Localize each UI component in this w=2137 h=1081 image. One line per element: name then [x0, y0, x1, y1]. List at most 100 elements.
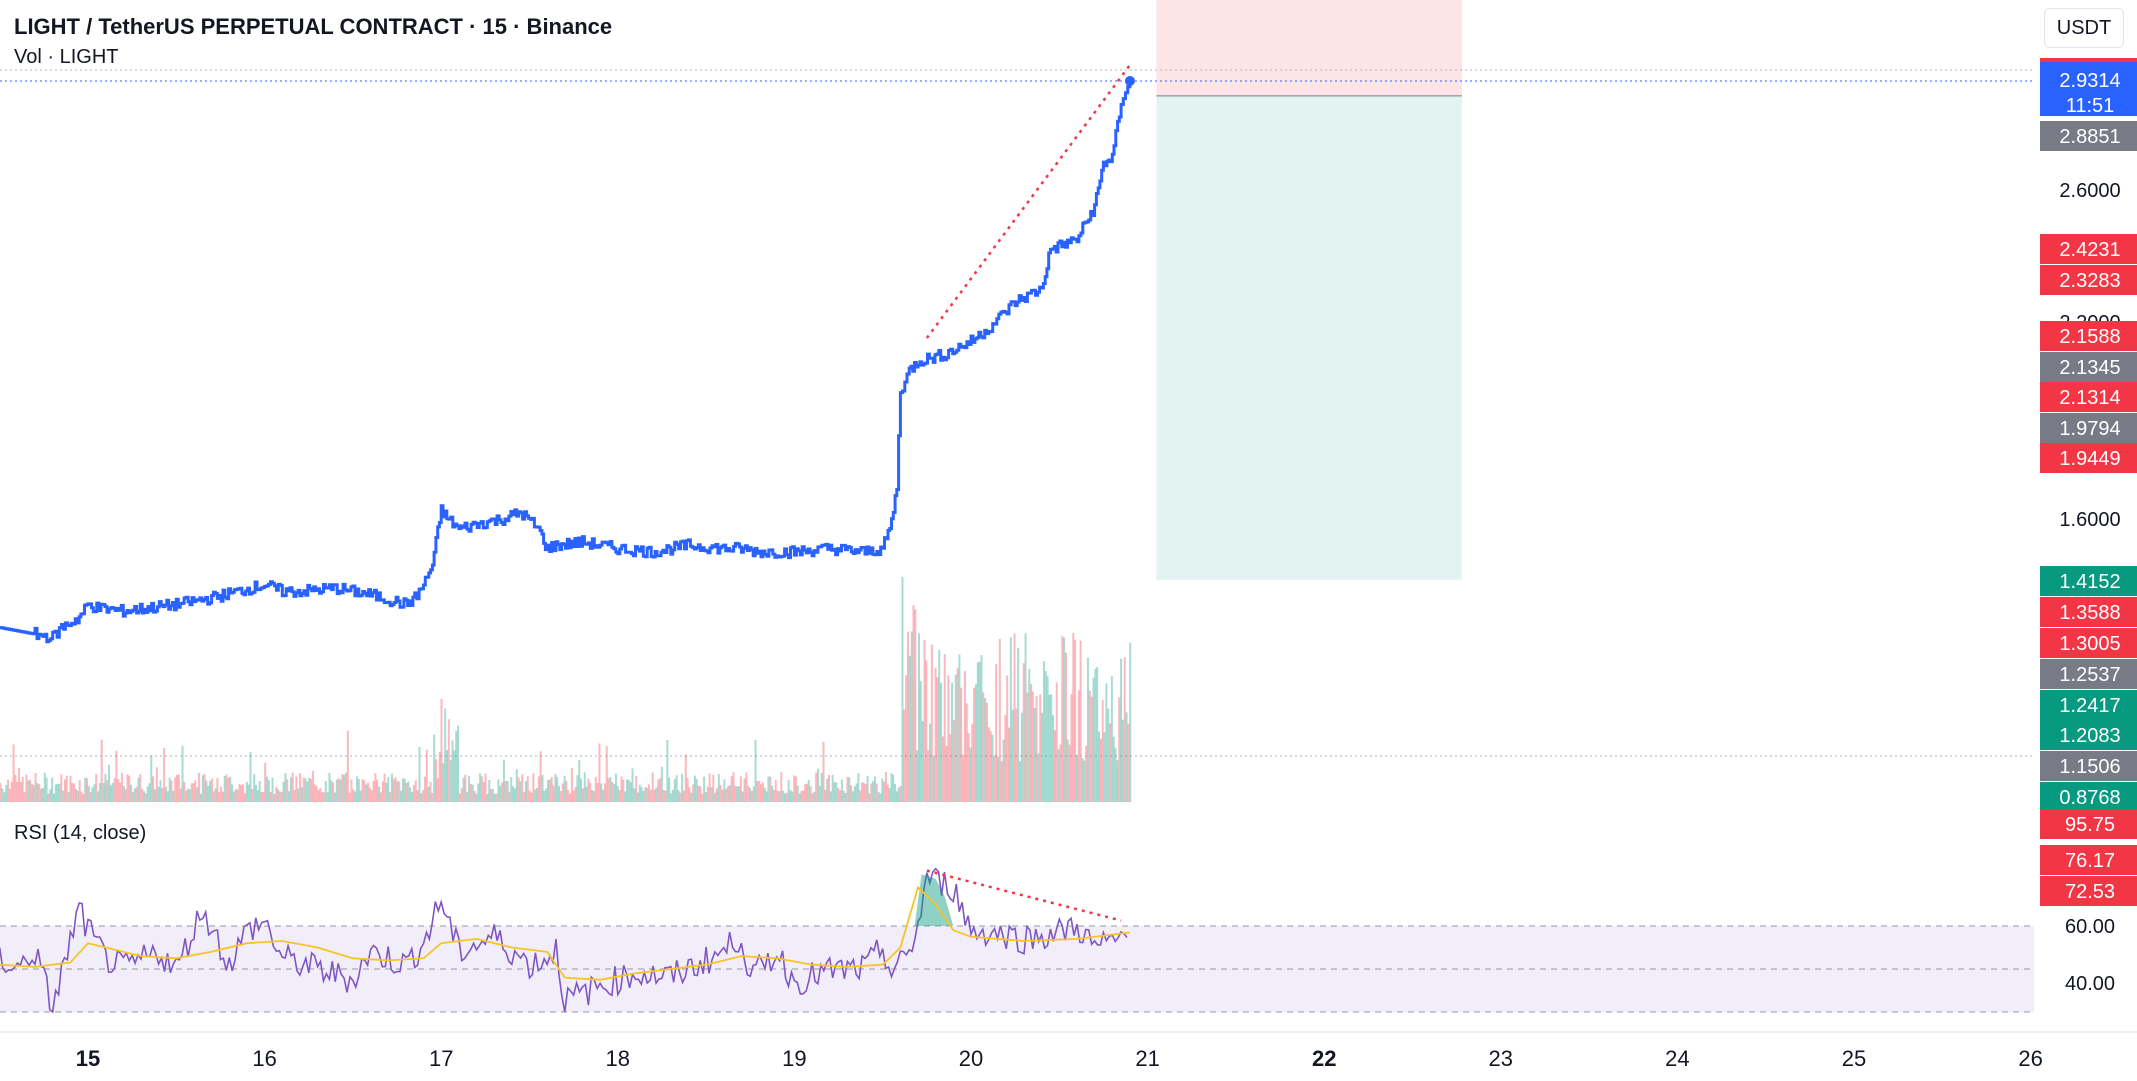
- volume-bar: [153, 789, 156, 802]
- volume-bar: [605, 746, 608, 802]
- volume-bar: [872, 780, 875, 802]
- volume-bar: [664, 790, 667, 802]
- volume-bar: [473, 790, 476, 802]
- volume-bar: [666, 740, 669, 802]
- volume-bar: [176, 774, 179, 802]
- time-tick-label: 23: [1489, 1046, 1513, 1071]
- volume-bar: [188, 789, 191, 802]
- volume-bar: [271, 777, 274, 802]
- volume-bar: [374, 773, 377, 802]
- volume-bar: [480, 776, 483, 802]
- volume-bar: [576, 775, 579, 802]
- volume-bar: [356, 776, 359, 802]
- volume-bar: [782, 790, 785, 802]
- volume-bar: [618, 790, 621, 802]
- volume-bar: [704, 792, 707, 802]
- volume-bar: [648, 784, 651, 802]
- price-tag: [2040, 628, 2137, 658]
- volume-bar: [447, 719, 450, 802]
- volume-bar: [728, 785, 731, 802]
- volume-bar: [29, 779, 32, 802]
- volume-bar: [723, 779, 726, 802]
- volume-bar: [523, 792, 526, 802]
- volume-bar: [1090, 696, 1093, 802]
- volume-bar: [785, 792, 788, 802]
- volume-bar: [989, 730, 992, 802]
- volume-bar: [304, 778, 307, 802]
- volume-bar: [794, 776, 797, 802]
- volume-bar: [739, 776, 742, 802]
- volume-bar: [23, 792, 26, 802]
- volume-bar: [383, 773, 386, 802]
- price-tag-label: 2.8851: [2059, 126, 2120, 148]
- time-tick-label: 25: [1842, 1046, 1866, 1071]
- volume-bar: [842, 790, 845, 802]
- volume-bar: [269, 791, 272, 802]
- volume-bar: [578, 760, 581, 802]
- volume-bar: [833, 782, 836, 802]
- volume-bar: [367, 782, 370, 802]
- volume-bar: [493, 793, 496, 802]
- volume-bar: [980, 655, 983, 802]
- volume-bar: [322, 792, 325, 802]
- volume-bar: [229, 776, 232, 802]
- rsi-legend[interactable]: RSI (14, close): [14, 822, 147, 844]
- volume-bar: [1055, 682, 1058, 802]
- volume-bar: [392, 779, 395, 802]
- volume-bar: [97, 791, 100, 802]
- volume-bar: [310, 778, 313, 802]
- volume-bar: [458, 793, 461, 802]
- volume-legend[interactable]: Vol · LIGHT: [14, 46, 119, 68]
- volume-bar: [163, 747, 166, 802]
- volume-bar: [199, 793, 202, 802]
- volume-bar: [743, 778, 746, 802]
- volume-bar: [394, 777, 397, 802]
- volume-bar: [1068, 744, 1071, 802]
- volume-bar: [539, 751, 542, 802]
- volume-bar: [949, 734, 952, 802]
- volume-bar: [712, 774, 715, 802]
- price-tag: [2040, 382, 2137, 412]
- volume-bar: [504, 781, 507, 802]
- volume-bar: [835, 782, 838, 802]
- volume-bar: [682, 790, 685, 802]
- volume-bar: [535, 787, 538, 802]
- volume-bar: [243, 793, 246, 802]
- volume-bar: [87, 786, 90, 802]
- volume-bar: [631, 768, 634, 802]
- volume-bar: [638, 784, 641, 802]
- position-zones: [1156, 0, 1462, 580]
- volume-bar: [958, 654, 961, 802]
- volume-bar: [115, 750, 118, 802]
- volume-bar: [873, 776, 876, 802]
- volume-bar: [491, 789, 494, 802]
- volume-bar: [214, 788, 217, 802]
- volume-bar: [144, 793, 147, 802]
- volume-bar: [908, 655, 911, 802]
- volume-bar: [128, 775, 131, 802]
- volume-bar: [117, 779, 120, 802]
- symbol-title[interactable]: LIGHT / TetherUS PERPETUAL CONTRACT · 15…: [14, 14, 613, 39]
- volume-bar: [62, 790, 65, 802]
- time-tick-label: 17: [429, 1046, 453, 1071]
- volume-bar: [401, 778, 404, 802]
- volume-bar: [765, 791, 768, 802]
- volume-bar: [376, 779, 379, 802]
- rsi-divergence-line: [926, 869, 1122, 922]
- volume-bar: [436, 778, 439, 802]
- volume-bar: [780, 772, 783, 802]
- volume-bar: [166, 791, 169, 802]
- volume-bar: [1059, 744, 1062, 802]
- volume-bar: [260, 791, 263, 802]
- time-tick-label: 21: [1135, 1046, 1159, 1071]
- volume-bar: [987, 727, 990, 802]
- volume-bar: [649, 789, 652, 802]
- volume-bar: [30, 784, 33, 802]
- volume-bar: [901, 576, 904, 802]
- volume-bar: [679, 792, 682, 802]
- volume-bar: [210, 778, 213, 802]
- currency-button[interactable]: USDT: [2044, 8, 2124, 48]
- time-tick-label: 22: [1312, 1046, 1336, 1071]
- volume-bar: [776, 790, 779, 802]
